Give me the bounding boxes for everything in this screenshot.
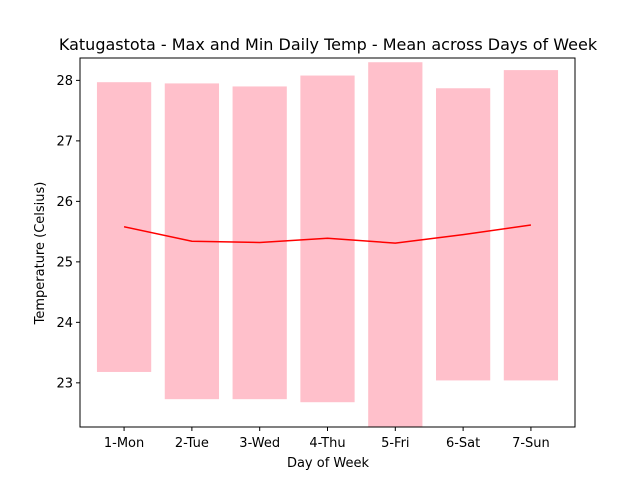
- mean-line-group: [123, 224, 532, 244]
- y-tick-label-27: 27: [56, 134, 73, 149]
- y-tick-label-28: 28: [56, 74, 73, 89]
- chart-title: Katugastota - Max and Min Daily Temp - M…: [59, 35, 598, 54]
- y-axis: 23 24 25 26 27 28: [56, 74, 80, 391]
- x-tick-label-5-Fri: 5-Fri: [381, 436, 409, 451]
- y-tick-label-25: 25: [56, 255, 73, 270]
- y-tick-label-24: 24: [56, 316, 73, 331]
- x-tick-label-2-Tue: 2-Tue: [175, 436, 209, 451]
- temp-range-bar-5-Fri: [368, 62, 423, 427]
- x-axis: 1-Mon 2-Tue 3-Wed 4-Thu 5-Fri 6-Sat 7-Sun: [104, 427, 550, 451]
- x-axis-label: Day of Week: [287, 456, 370, 471]
- y-tick-label-26: 26: [56, 195, 73, 210]
- x-tick-label-6-Sat: 6-Sat: [446, 436, 480, 451]
- bars-group: [96, 62, 559, 427]
- x-tick-label-7-Sun: 7-Sun: [512, 436, 550, 451]
- y-axis-label: Temperature (Celsius): [33, 182, 48, 326]
- y-tick-label-23: 23: [56, 376, 73, 391]
- mean-temp-line: [123, 224, 532, 244]
- x-tick-label-4-Thu: 4-Thu: [309, 436, 345, 451]
- x-tick-label-1-Mon: 1-Mon: [104, 436, 144, 451]
- x-tick-label-3-Wed: 3-Wed: [239, 436, 280, 451]
